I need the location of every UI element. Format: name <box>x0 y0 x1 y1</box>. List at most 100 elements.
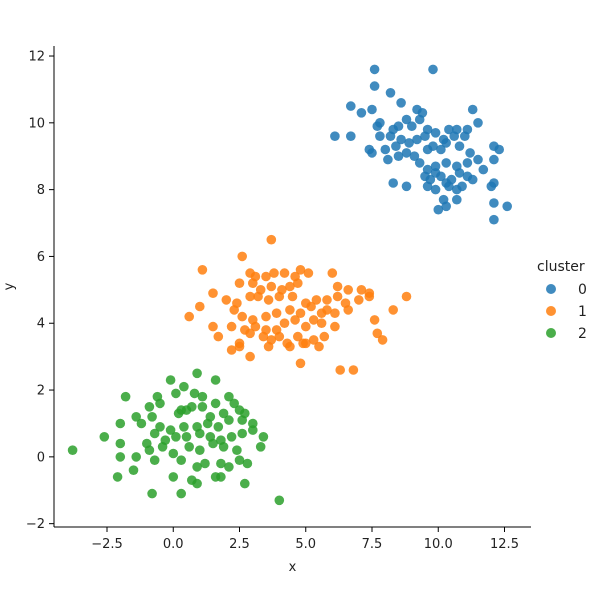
y-tick-label-3: 4 <box>37 317 45 332</box>
legend-marker-2 <box>546 328 556 338</box>
point-cluster-0-29 <box>404 138 414 148</box>
point-cluster-1-53 <box>184 311 194 322</box>
point-cluster-2-52 <box>131 452 141 462</box>
point-cluster-0-51 <box>414 158 425 168</box>
point-cluster-0-76 <box>457 181 467 192</box>
point-cluster-2-34 <box>237 415 247 425</box>
point-cluster-0-36 <box>367 148 377 158</box>
point-cluster-1-20 <box>343 285 354 295</box>
x-tick-label-6: 12.5 <box>490 537 519 552</box>
point-cluster-2-9 <box>224 391 234 402</box>
point-cluster-1-61 <box>290 315 300 325</box>
point-cluster-0-12 <box>372 121 383 131</box>
point-cluster-2-64 <box>176 455 186 466</box>
point-cluster-1-65 <box>330 321 340 332</box>
point-cluster-0-43 <box>436 144 446 155</box>
point-cluster-0-79 <box>441 201 452 212</box>
point-cluster-2-72 <box>168 472 179 482</box>
point-cluster-0-34 <box>460 131 470 141</box>
point-cluster-0-33 <box>449 131 460 141</box>
legend-title: cluster <box>537 259 585 275</box>
point-cluster-2-20 <box>181 405 192 415</box>
point-cluster-1-54 <box>208 321 218 332</box>
point-cluster-2-55 <box>168 448 179 459</box>
point-cluster-1-30 <box>287 291 298 302</box>
point-cluster-1-69 <box>245 328 255 339</box>
point-cluster-1-29 <box>274 291 285 302</box>
point-cluster-2-50 <box>67 445 78 456</box>
point-cluster-1-27 <box>253 291 263 302</box>
point-cluster-2-14 <box>197 402 208 412</box>
point-cluster-1-63 <box>308 315 319 325</box>
point-cluster-1-57 <box>250 321 261 332</box>
point-cluster-2-15 <box>210 398 221 409</box>
point-cluster-2-31 <box>202 418 213 429</box>
point-cluster-1-43 <box>261 311 271 322</box>
point-cluster-1-9 <box>295 265 306 275</box>
point-cluster-1-55 <box>226 321 237 332</box>
point-cluster-2-19 <box>173 408 184 419</box>
point-cluster-2-7 <box>120 391 131 402</box>
point-cluster-1-12 <box>234 278 245 289</box>
point-cluster-1-37 <box>364 291 375 302</box>
point-cluster-1-77 <box>319 331 330 342</box>
point-cluster-2-57 <box>195 445 205 456</box>
point-cluster-1-78 <box>372 328 383 339</box>
point-cluster-0-19 <box>430 128 441 138</box>
point-cluster-1-28 <box>263 295 274 305</box>
point-cluster-0-7 <box>367 104 377 115</box>
point-cluster-2-4 <box>171 388 181 399</box>
point-cluster-0-48 <box>494 144 505 155</box>
point-cluster-1-83 <box>285 341 295 352</box>
point-cluster-1-40 <box>229 305 239 315</box>
point-cluster-2-42 <box>181 432 192 442</box>
point-cluster-0-54 <box>441 158 452 168</box>
point-cluster-2-49 <box>258 432 269 442</box>
point-cluster-0-62 <box>436 171 446 182</box>
legend-label-0: 0 <box>578 282 587 298</box>
point-cluster-1-33 <box>322 295 332 305</box>
legend-marker-0 <box>546 284 556 294</box>
x-axis-label: x <box>289 560 297 575</box>
point-cluster-0-15 <box>401 114 412 125</box>
point-cluster-2-28 <box>165 425 176 435</box>
point-cluster-0-40 <box>409 151 420 161</box>
point-cluster-0-14 <box>393 121 404 131</box>
point-cluster-0-17 <box>414 114 425 125</box>
point-cluster-2-22 <box>218 408 229 419</box>
y-tick-label-7: 12 <box>28 50 45 65</box>
point-cluster-1-85 <box>314 341 324 352</box>
point-cluster-2-17 <box>131 412 141 422</box>
point-cluster-1-23 <box>208 288 218 299</box>
point-cluster-1-60 <box>279 318 290 329</box>
point-cluster-1-52 <box>388 305 399 315</box>
point-cluster-2-26 <box>136 418 147 429</box>
point-cluster-0-56 <box>462 158 473 168</box>
point-cluster-1-1 <box>237 251 247 262</box>
point-cluster-2-61 <box>255 442 266 452</box>
point-cluster-2-6 <box>197 391 208 402</box>
y-tick-label-5: 8 <box>37 183 45 198</box>
point-cluster-1-62 <box>301 321 311 332</box>
point-cluster-0-26 <box>375 131 385 141</box>
point-cluster-1-81 <box>245 351 255 362</box>
point-cluster-0-71 <box>401 181 412 192</box>
point-cluster-1-46 <box>295 308 306 319</box>
point-cluster-1-49 <box>322 305 332 315</box>
point-cluster-1-36 <box>354 295 364 305</box>
point-cluster-2-70 <box>242 458 253 469</box>
point-cluster-2-69 <box>234 455 245 466</box>
point-cluster-0-84 <box>489 214 499 225</box>
point-cluster-1-88 <box>335 365 346 375</box>
point-cluster-0-72 <box>422 181 433 192</box>
point-cluster-1-19 <box>332 281 343 292</box>
point-cluster-1-21 <box>356 285 367 295</box>
point-cluster-2-60 <box>232 445 242 456</box>
point-cluster-1-13 <box>248 278 258 289</box>
point-cluster-1-24 <box>221 295 232 305</box>
point-cluster-0-0 <box>369 64 380 75</box>
point-cluster-1-41 <box>237 311 247 322</box>
point-cluster-1-79 <box>226 345 237 355</box>
point-cluster-0-24 <box>330 131 340 141</box>
x-tick-label-1: 0.0 <box>163 537 184 552</box>
